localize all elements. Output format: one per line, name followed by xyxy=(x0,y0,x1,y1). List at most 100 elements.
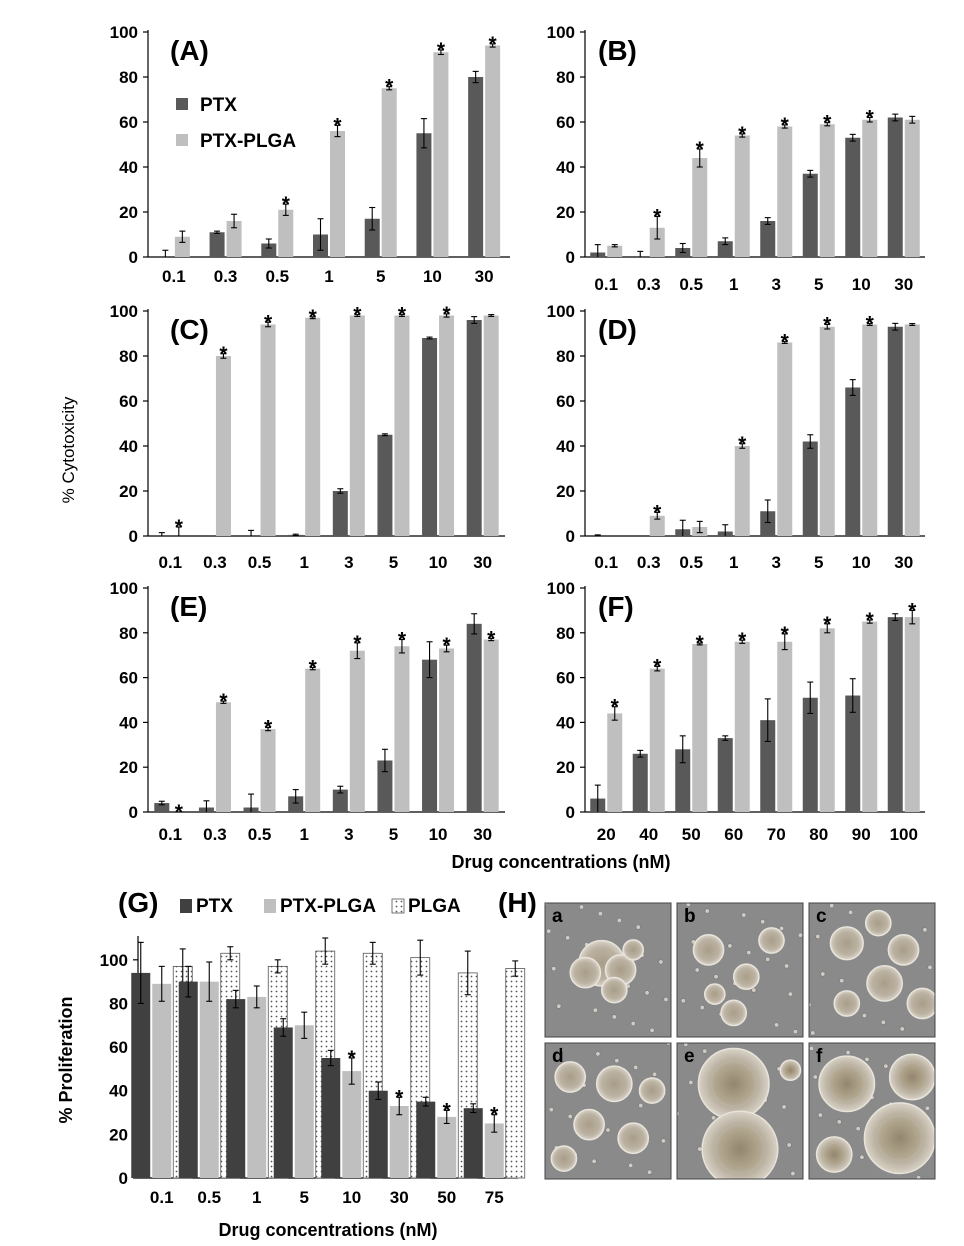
single-cell xyxy=(713,974,719,980)
x-tick-label: 60 xyxy=(724,825,743,844)
single-cell xyxy=(859,1154,865,1160)
bar-ptx xyxy=(466,320,482,536)
single-cell xyxy=(548,1107,554,1113)
cell-cluster xyxy=(829,926,864,961)
y-tick-label: 100 xyxy=(110,302,138,321)
x-tick-label: 30 xyxy=(894,275,913,294)
significance-star: * xyxy=(781,331,790,354)
bar-ptx xyxy=(416,1101,436,1178)
single-cell xyxy=(644,990,650,996)
bar-ptx xyxy=(760,720,776,812)
micrograph-frame xyxy=(676,902,804,1038)
x-tick-label: 0.3 xyxy=(214,267,238,286)
x-tick-label: 5 xyxy=(389,553,398,572)
cell-cluster xyxy=(569,956,602,989)
bar-ptx-plga xyxy=(394,646,410,812)
single-cell xyxy=(924,1105,930,1111)
y-tick-label: 20 xyxy=(556,482,575,501)
chart-panel-g: (G) 0 20 40 60 80 100 0.1 0.5 1 5 * 10 * 30 * 50 * 75 % Pro… xyxy=(56,887,526,1240)
bar-ptx-plga xyxy=(692,644,708,812)
significance-star: * xyxy=(282,193,291,216)
bar-ptx-plga xyxy=(734,135,750,257)
bar-ptx-plga xyxy=(484,1123,504,1178)
bar-ptx xyxy=(321,1058,341,1178)
x-tick-label: 5 xyxy=(814,553,823,572)
bar-ptx-plga xyxy=(819,628,835,812)
micrograph-content xyxy=(809,903,935,1036)
bar-ptx-plga xyxy=(904,617,920,812)
y-tick-label: 0 xyxy=(566,527,575,546)
x-tick-label: 3 xyxy=(344,553,353,572)
bar-ptx xyxy=(845,137,861,257)
bar-ptx-plga xyxy=(819,326,835,536)
x-tick-label: 5 xyxy=(300,1188,309,1207)
single-cell xyxy=(551,966,557,972)
x-tick-label: 10 xyxy=(852,275,871,294)
cell-cluster xyxy=(866,965,903,1002)
bar-ptx xyxy=(377,760,393,812)
x-tick-label: 10 xyxy=(852,553,871,572)
bar-ptx-plga xyxy=(439,648,455,812)
single-cell xyxy=(545,903,548,906)
bar-ptx-plga xyxy=(862,324,878,536)
legend-label-ptx-plga: PTX-PLGA xyxy=(200,131,296,152)
significance-star: * xyxy=(442,303,451,326)
bar-ptx xyxy=(261,243,277,257)
cell-cluster xyxy=(600,976,628,1004)
bar-plga xyxy=(505,968,526,1179)
significance-star: * xyxy=(348,1047,357,1070)
y-tick-label: 100 xyxy=(547,579,575,598)
x-tick-label: 50 xyxy=(682,825,701,844)
micrograph-content xyxy=(680,903,803,1035)
y-tick-label: 80 xyxy=(556,624,575,643)
bar-ptx xyxy=(463,1108,483,1178)
y-tick-label: 0 xyxy=(129,248,138,267)
single-cell xyxy=(702,1048,708,1054)
single-cell xyxy=(751,987,757,993)
legend-swatch-ptx xyxy=(180,899,192,913)
significance-star: * xyxy=(738,433,747,456)
micrograph-b: b xyxy=(676,902,804,1038)
significance-star: * xyxy=(264,311,273,334)
chart-panel-b: (B) 0 20 40 60 80 100 0.1 * 0.3 * 0.5 * 1 * 3 * 5 * 10 30 xyxy=(547,23,925,294)
y-tick-label: 60 xyxy=(556,669,575,688)
x-tick-label: 1 xyxy=(324,267,333,286)
bar-ptx-plga xyxy=(483,639,499,812)
y-tick-label: 20 xyxy=(556,203,575,222)
x-tick-label: 3 xyxy=(772,553,781,572)
single-cell xyxy=(694,967,700,973)
x-tick-label: 20 xyxy=(597,825,616,844)
micrograph-panel-h: (H) a b c d e f xyxy=(498,887,936,1180)
bar-ptx-plga xyxy=(904,324,920,536)
significance-star: * xyxy=(653,501,662,524)
significance-star: * xyxy=(653,655,662,678)
x-tick-label: 40 xyxy=(639,825,658,844)
significance-star: * xyxy=(611,696,620,719)
x-tick-label: 10 xyxy=(429,553,448,572)
single-cell xyxy=(809,1045,814,1051)
x-tick-label: 30 xyxy=(473,553,492,572)
bar-ptx xyxy=(466,623,482,812)
single-cell xyxy=(741,912,747,918)
single-cell xyxy=(556,1003,562,1009)
bar-ptx xyxy=(178,981,198,1178)
significance-star: * xyxy=(309,306,318,329)
single-cell xyxy=(704,908,710,914)
bar-ptx xyxy=(887,617,903,812)
y-tick-label: 100 xyxy=(110,23,138,42)
bar-ptx xyxy=(332,789,348,812)
single-cell xyxy=(798,932,803,938)
bar-ptx xyxy=(802,173,818,257)
single-cell xyxy=(638,1103,644,1109)
single-cell xyxy=(836,1119,842,1125)
significance-star: * xyxy=(489,33,498,56)
significance-star: * xyxy=(398,629,407,652)
single-cell xyxy=(864,1056,870,1062)
significance-star: * xyxy=(823,314,832,337)
significance-star: * xyxy=(395,1086,404,1109)
micrograph-frame xyxy=(808,1042,936,1180)
chart-panel-c: (C) 0 20 40 60 80 100 * 0.1 * 0.3 * 0.5 * 1 * 3 * 5 * 10 30 xyxy=(110,302,505,572)
legend-swatch-ptx-plga xyxy=(176,134,188,146)
cluster-core xyxy=(878,1117,921,1160)
bar-ptx xyxy=(717,738,733,812)
